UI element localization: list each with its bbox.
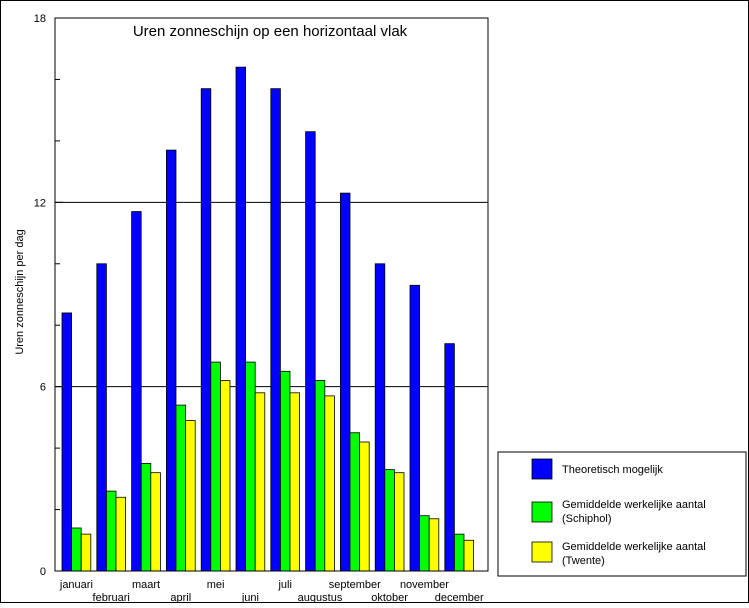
y-tick-label: 12	[34, 197, 46, 209]
y-tick-label: 0	[40, 566, 46, 578]
bar-november-series-3	[428, 518, 440, 572]
bar-januari-series-3	[80, 533, 92, 572]
bar-september-series-3	[359, 441, 370, 572]
bar-juni-series-1	[235, 66, 247, 572]
bar-augustus-series-1	[305, 131, 316, 572]
bar-februari-series-2	[106, 490, 117, 572]
bar-juli-series-1	[270, 88, 281, 572]
bar-juni-series-2	[245, 361, 256, 572]
bar-oktober-series-2	[384, 469, 395, 572]
legend-label-twente-line1: Gemiddelde werkelijke aantal	[562, 541, 706, 553]
bar-september-series-2	[349, 432, 361, 572]
x-tick-label-februari: februari	[93, 592, 130, 603]
x-tick-label-december: december	[435, 592, 484, 603]
bar-december-series-2	[453, 533, 465, 572]
bar-mei-series-2	[210, 361, 221, 572]
bar-februari-series-3	[115, 496, 127, 572]
bar-september-series-1	[339, 192, 351, 572]
bar-april-series-1	[165, 149, 177, 572]
legend-swatch-theoretisch	[531, 458, 553, 480]
y-tick-label: 6	[40, 382, 46, 394]
bar-april-series-3	[185, 420, 196, 572]
bar-januari-series-1	[61, 312, 73, 572]
y-tick-label: 18	[34, 13, 46, 25]
bar-juli-series-2	[279, 370, 291, 572]
bar-maart-series-3	[150, 472, 161, 572]
bar-mei-series-1	[200, 88, 212, 572]
bar-juli-series-3	[289, 392, 301, 572]
legend-swatch-schiphol	[531, 501, 553, 523]
x-tick-label-september: september	[329, 579, 381, 591]
bar-januari-series-2	[71, 527, 82, 572]
legend-label-schiphol-line2: (Schiphol)	[562, 513, 612, 525]
bar-november-series-2	[419, 515, 430, 572]
bar-oktober-series-1	[374, 263, 386, 572]
plot-area	[54, 17, 489, 572]
bar-augustus-series-2	[314, 380, 326, 572]
x-tick-label-oktober: oktober	[371, 592, 408, 603]
legend-swatch-twente	[531, 541, 553, 563]
bar-oktober-series-3	[393, 472, 405, 572]
bar-augustus-series-3	[324, 395, 335, 572]
y-axis-label: Uren zonneschijn per dag	[14, 229, 26, 354]
bar-december-series-3	[463, 539, 475, 572]
x-tick-label-juli: juli	[277, 579, 291, 591]
bar-december-series-1	[444, 343, 455, 572]
x-tick-label-juni: juni	[241, 592, 259, 603]
legend-label-theoretisch: Theoretisch mogelijk	[562, 464, 663, 476]
bar-maart-series-2	[140, 463, 152, 572]
bar-maart-series-1	[131, 211, 142, 572]
legend-label-twente-line2: (Twente)	[562, 555, 605, 567]
bar-mei-series-3	[219, 380, 231, 572]
bar-april-series-2	[175, 404, 187, 572]
x-tick-label-augustus: augustus	[298, 592, 343, 603]
x-tick-label-april: april	[170, 592, 191, 603]
bar-februari-series-1	[96, 263, 107, 572]
x-tick-label-januari: januari	[59, 579, 93, 591]
chart-title: Uren zonneschijn op een horizontaal vlak	[133, 23, 408, 40]
bar-november-series-1	[409, 284, 421, 572]
x-tick-label-maart: maart	[132, 579, 160, 591]
bar-juni-series-3	[254, 392, 266, 572]
legend: Theoretisch mogelijk Gemiddelde werkelij…	[497, 451, 747, 577]
y-ticks: 0 6 12 18	[34, 13, 63, 578]
x-tick-label-november: november	[400, 579, 449, 591]
x-tick-label-mei: mei	[207, 579, 225, 591]
legend-label-schiphol-line1: Gemiddelde werkelijke aantal	[562, 499, 706, 511]
